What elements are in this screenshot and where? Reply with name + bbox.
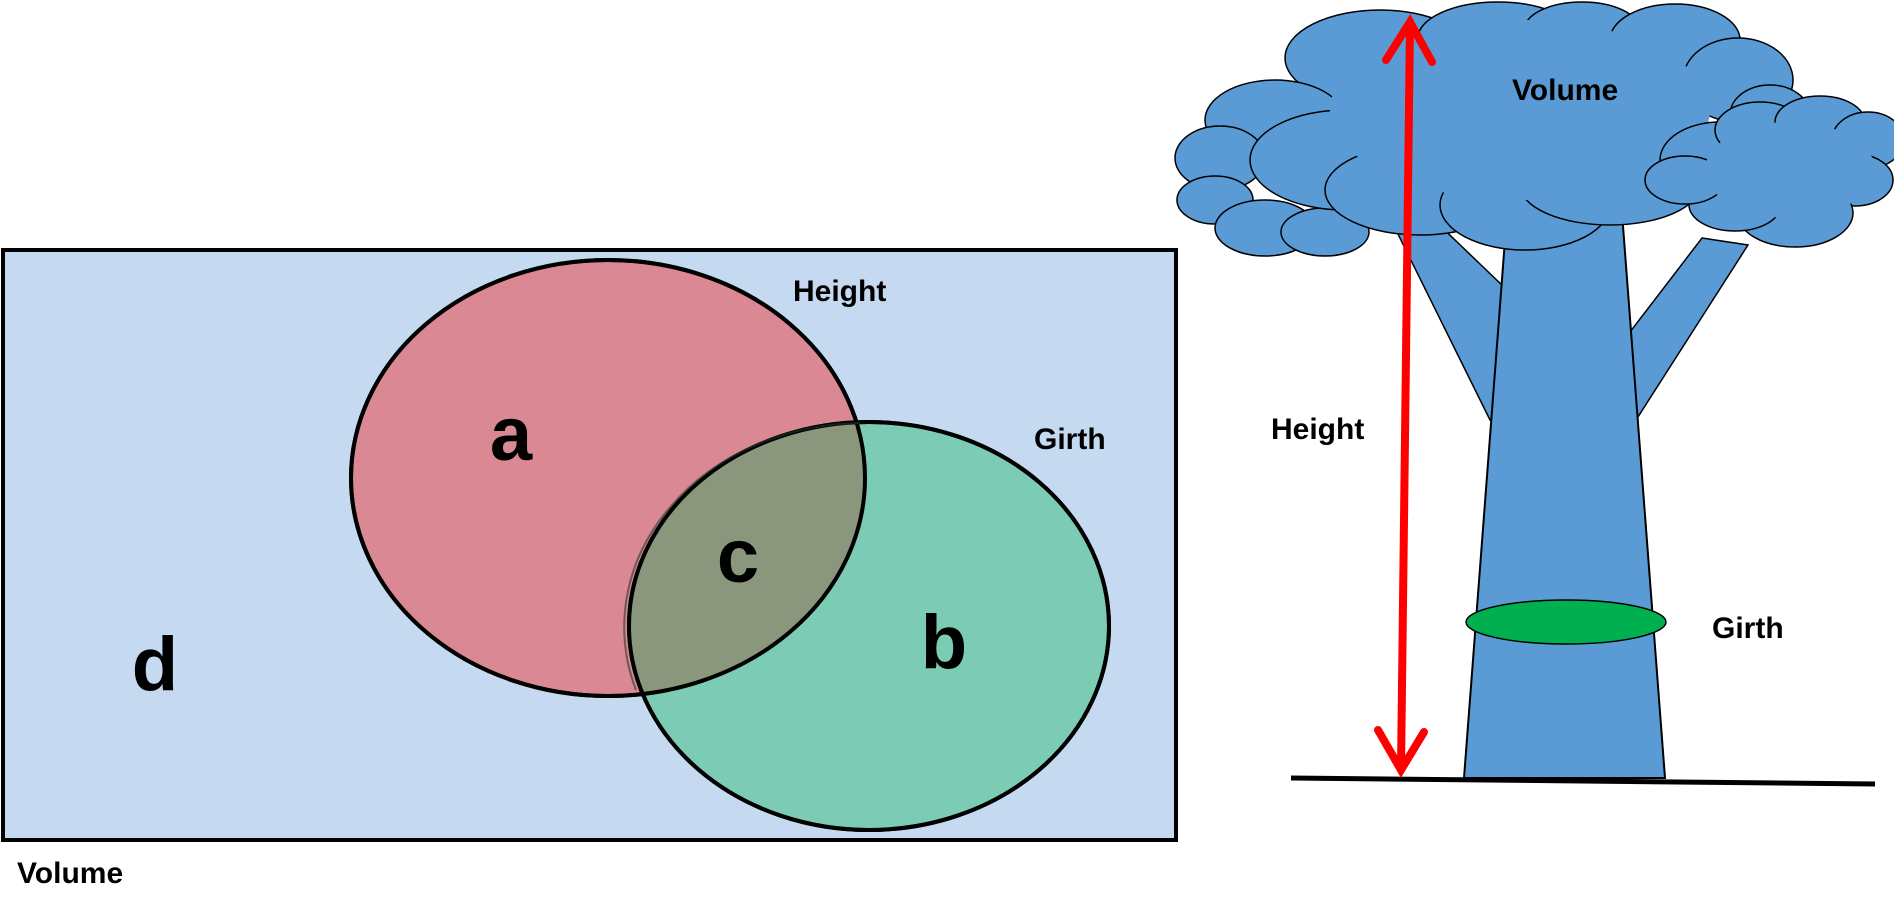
height-arrow <box>1374 14 1436 778</box>
height-label: Height <box>1271 413 1364 446</box>
tree-illustration: Volume Height Girth <box>1174 1 1894 787</box>
girth-set-label: Girth <box>1034 423 1106 456</box>
intersection-region <box>629 422 865 696</box>
main-canopy <box>1174 1 1811 257</box>
universe-label: Volume <box>17 857 123 890</box>
volume-label: Volume <box>1512 74 1618 107</box>
region-d-label: d <box>132 622 178 707</box>
girth-band <box>1465 599 1667 645</box>
ground-line <box>1290 775 1876 787</box>
region-a-label: a <box>490 392 533 477</box>
left-branch <box>1393 215 1506 421</box>
venn-diagram: a c b d Height Girth Volume <box>1 248 1178 890</box>
right-canopy <box>1644 95 1894 248</box>
region-c-label: c <box>717 514 759 599</box>
right-branch <box>1629 237 1750 423</box>
girth-label: Girth <box>1712 612 1784 645</box>
height-set-label: Height <box>793 275 886 308</box>
region-b-label: b <box>921 600 967 685</box>
